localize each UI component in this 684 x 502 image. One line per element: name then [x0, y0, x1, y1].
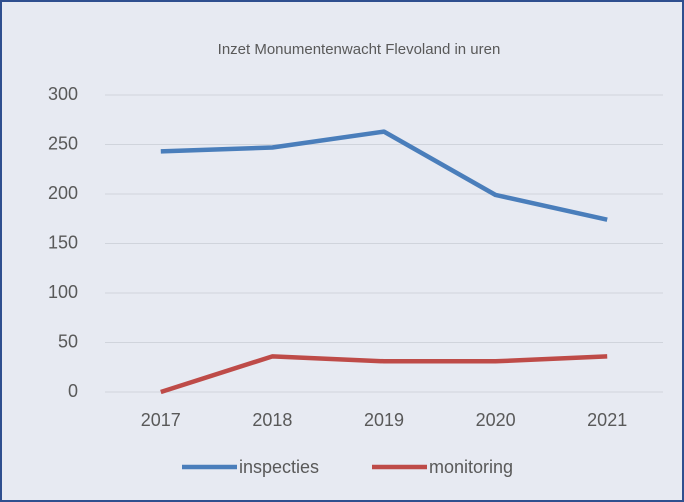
x-tick-label: 2019	[364, 410, 404, 430]
y-tick-label: 250	[48, 133, 78, 153]
x-tick-label: 2021	[587, 410, 627, 430]
y-tick-label: 100	[48, 282, 78, 302]
x-tick-label: 2020	[476, 410, 516, 430]
y-tick-label: 0	[68, 381, 78, 401]
y-tick-label: 200	[48, 183, 78, 203]
legend-label: monitoring	[429, 457, 513, 477]
chart-title: Inzet Monumentenwacht Flevoland in uren	[218, 41, 501, 58]
y-tick-label: 300	[48, 84, 78, 104]
y-tick-label: 50	[58, 331, 78, 351]
legend-label: inspecties	[239, 457, 319, 477]
x-tick-label: 2018	[252, 410, 292, 430]
y-tick-label: 150	[48, 232, 78, 252]
line-series	[160, 354, 608, 395]
line-series	[160, 129, 608, 222]
x-tick-label: 2017	[141, 410, 181, 430]
